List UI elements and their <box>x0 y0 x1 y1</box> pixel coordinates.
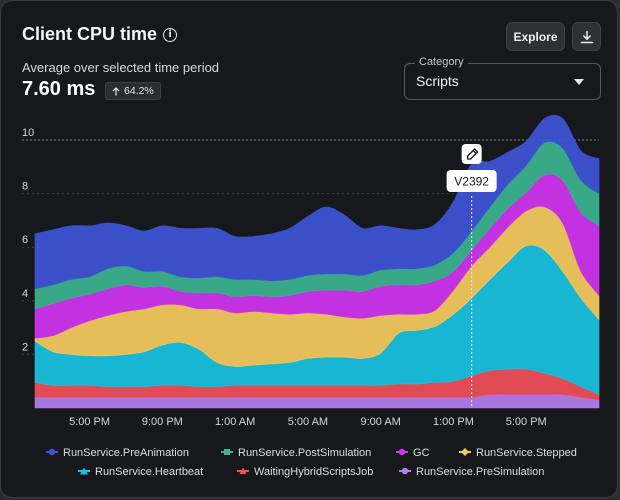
area-runservice-preanimation[interactable] <box>34 114 600 290</box>
category-select[interactable]: Category Scripts <box>404 56 601 100</box>
change-badge: 64.2% <box>105 82 161 100</box>
y-tick-label: 6 <box>22 234 28 246</box>
arrow-up-icon <box>112 86 120 95</box>
legend-marker <box>398 448 406 456</box>
pencil-icon[interactable] <box>461 144 482 164</box>
legend-marker <box>461 448 469 456</box>
legend-label: GC <box>413 447 430 459</box>
legend-item-runservice-postsimulation[interactable]: RunService.PostSimulation <box>221 447 371 459</box>
legend-item-runservice-heartbeat[interactable]: RunService.Heartbeat <box>78 466 203 478</box>
marker-tooltip <box>446 170 497 192</box>
y-tick-label: 2 <box>22 341 28 353</box>
legend-label: RunService.PreSimulation <box>416 466 544 478</box>
metric-value: 7.60 ms <box>22 78 96 100</box>
legend-item-runservice-preanimation[interactable]: RunService.PreAnimation <box>46 447 189 459</box>
legend-item-runservice-presimulation[interactable]: RunService.PreSimulation <box>399 466 544 478</box>
category-select-value: Scripts <box>416 73 459 89</box>
chart-subtitle: Average over selected time period <box>22 60 220 75</box>
chart-title: Client CPU time <box>22 24 158 44</box>
caret-down-icon <box>574 79 584 85</box>
x-tick-label: 9:00 PM <box>142 416 183 428</box>
legend-item-runservice-stepped[interactable]: RunService.Stepped <box>459 447 577 459</box>
x-tick-label: 9:00 AM <box>360 416 400 428</box>
legend-label: RunService.Stepped <box>476 447 577 459</box>
legend-label: RunService.PreAnimation <box>63 447 189 459</box>
x-tick-label: 5:00 PM <box>69 416 110 428</box>
y-tick-label: 8 <box>22 181 28 193</box>
legend-item-gc[interactable]: GC <box>396 447 430 459</box>
change-badge-value: 64.2% <box>124 85 154 97</box>
marker-tooltip-label: V2392 <box>454 175 489 189</box>
legend-label: WaitingHybridScriptsJob <box>254 466 373 478</box>
x-tick-label: 5:00 PM <box>506 416 547 428</box>
category-select-label: Category <box>415 56 468 68</box>
download-button[interactable] <box>572 22 601 51</box>
legend-label: RunService.Heartbeat <box>95 466 203 478</box>
legend-marker <box>239 467 247 474</box>
x-tick-label: 1:00 PM <box>433 416 474 428</box>
chart-title-row: Client CPU time i <box>22 24 178 45</box>
y-tick-label: 10 <box>22 127 34 139</box>
explore-button[interactable]: Explore <box>506 22 565 51</box>
y-tick-label: 4 <box>22 288 28 300</box>
legend-marker <box>80 467 88 475</box>
legend-marker <box>48 448 56 456</box>
x-tick-label: 1:00 AM <box>215 416 255 428</box>
x-tick-label: 5:00 AM <box>288 416 328 428</box>
info-icon[interactable]: i <box>163 27 178 42</box>
legend-label: RunService.PostSimulation <box>238 447 371 459</box>
legend-marker <box>224 449 230 455</box>
legend-marker <box>401 467 409 475</box>
download-icon <box>580 30 593 43</box>
legend-item-waitinghybridscriptsjob[interactable]: WaitingHybridScriptsJob <box>237 466 373 478</box>
